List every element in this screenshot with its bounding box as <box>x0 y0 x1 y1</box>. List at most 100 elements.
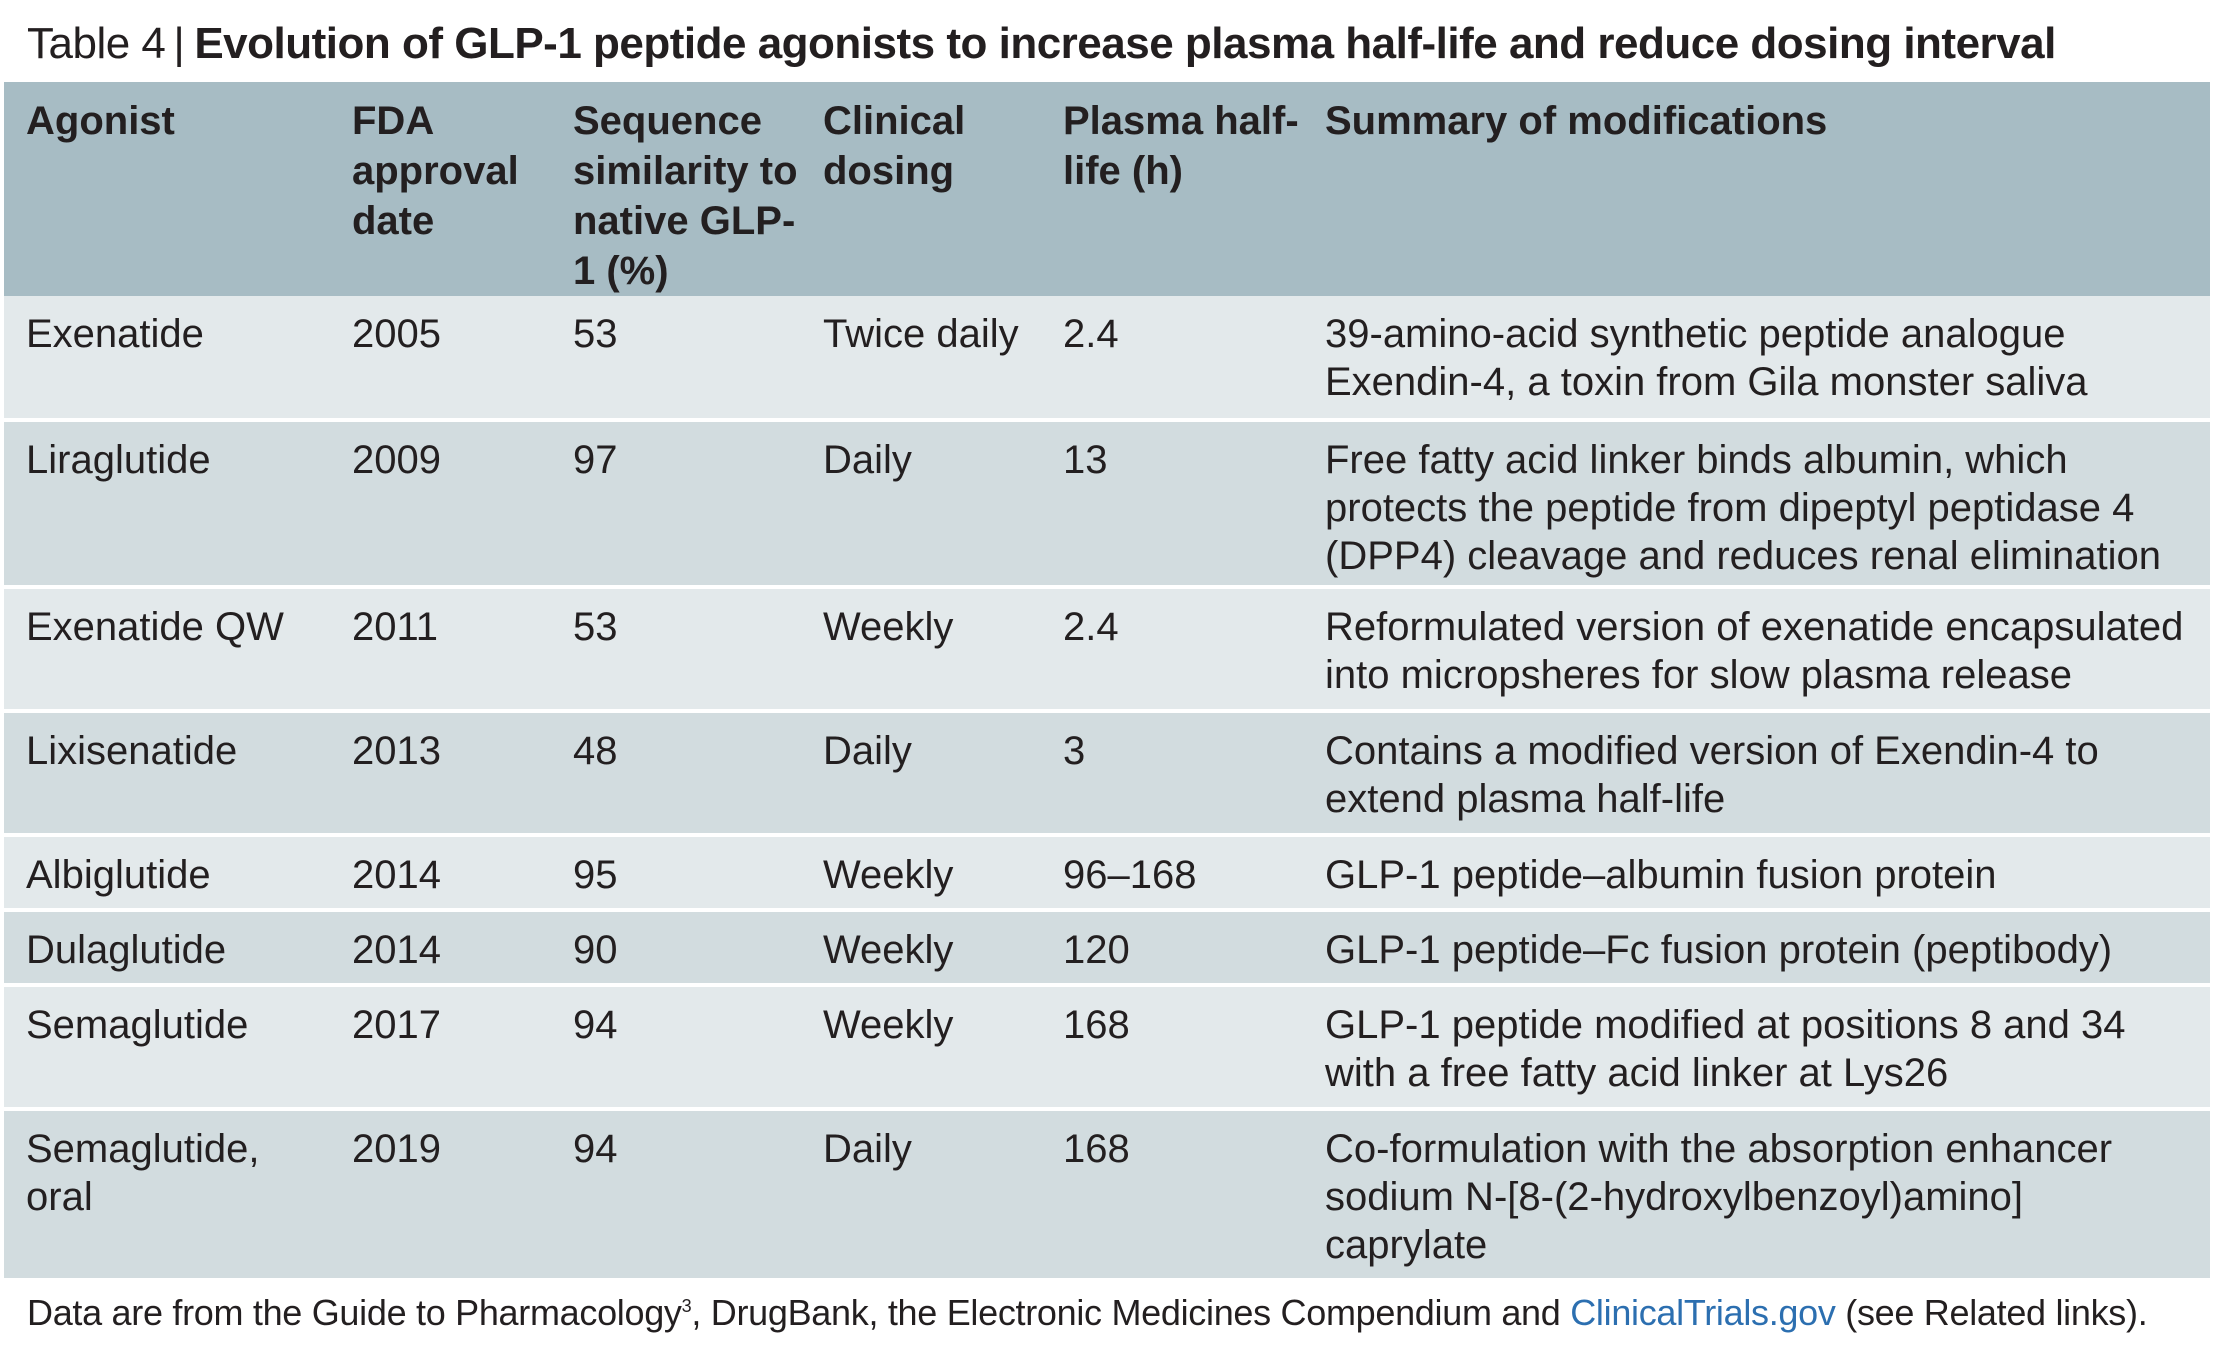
cell-text-agonist: Albiglutide <box>26 851 330 899</box>
table-footnote: Data are from the Guide to Pharmacology3… <box>27 1292 2147 1334</box>
cell-text-clinical-dosing: Daily <box>823 1125 1041 1173</box>
cell-plasma-half-life: 120 <box>1041 910 1303 985</box>
table-row: Lixisenatide 2013 48 Daily 3 Contains a modif… <box>4 711 2210 835</box>
cell-text-agonist: Liraglutide <box>26 436 330 484</box>
cell-approval-date: 2013 <box>330 711 551 835</box>
cell-text-approval-date: 2014 <box>352 926 551 974</box>
cell-approval-date: 2009 <box>330 420 551 587</box>
cell-text-approval-date: 2005 <box>352 310 551 358</box>
cell-text-sequence-similarity: 95 <box>573 851 801 899</box>
cell-plasma-half-life: 168 <box>1041 985 1303 1109</box>
clinicaltrials-link[interactable]: ClinicalTrials.gov <box>1570 1292 1835 1333</box>
cell-approval-date: 2011 <box>330 587 551 711</box>
cell-sequence-similarity: 53 <box>551 587 801 711</box>
footnote-text-middle: , DrugBank, the Electronic Medicines Com… <box>691 1292 1570 1333</box>
column-header-clinical-dosing: Clinical dosing <box>801 82 1041 296</box>
column-header-approval-date: FDA approval date <box>330 82 551 296</box>
glp1-agonists-table: AgonistFDA approval dateSequence similar… <box>4 82 2210 1282</box>
caption-separator: | <box>173 19 184 69</box>
cell-text-agonist: Exenatide QW <box>26 603 330 651</box>
cell-approval-date: 2014 <box>330 910 551 985</box>
cell-plasma-half-life: 96–168 <box>1041 835 1303 910</box>
cell-text-summary-of-modifications: Contains a modified version of Exendin-4… <box>1325 727 2192 823</box>
cell-text-clinical-dosing: Weekly <box>823 603 1041 651</box>
cell-text-summary-of-modifications: Reformulated version of exenatide encaps… <box>1325 603 2192 699</box>
cell-clinical-dosing: Weekly <box>801 835 1041 910</box>
cell-summary-of-modifications: 39-amino-acid synthetic peptide analogue… <box>1303 296 2210 420</box>
footnote-text-before: Data are from the Guide to Pharmacology <box>27 1292 682 1333</box>
cell-sequence-similarity: 48 <box>551 711 801 835</box>
cell-text-agonist: Lixisenatide <box>26 727 330 775</box>
footnote-text-after: (see Related links). <box>1836 1292 2148 1333</box>
cell-text-agonist: Exenatide <box>26 310 330 358</box>
cell-approval-date: 2017 <box>330 985 551 1109</box>
table-row: Exenatide QW2011 53 Weekly 2.4 Reformulated … <box>4 587 2210 711</box>
cell-text-clinical-dosing: Daily <box>823 436 1041 484</box>
cell-text-sequence-similarity: 53 <box>573 603 801 651</box>
footnote-reference[interactable]: 3 <box>682 1296 692 1316</box>
cell-approval-date: 2014 <box>330 835 551 910</box>
cell-sequence-similarity: 97 <box>551 420 801 587</box>
cell-agonist: Semaglutide <box>4 985 330 1109</box>
cell-clinical-dosing: Weekly <box>801 910 1041 985</box>
cell-text-plasma-half-life: 2.4 <box>1063 310 1303 358</box>
header-row: AgonistFDA approval dateSequence similar… <box>4 82 2210 296</box>
cell-text-plasma-half-life: 168 <box>1063 1125 1303 1173</box>
cell-text-approval-date: 2009 <box>352 436 551 484</box>
cell-text-sequence-similarity: 48 <box>573 727 801 775</box>
cell-agonist: Lixisenatide <box>4 711 330 835</box>
table-row: Exenatide200553Twice daily2.439-amino-ac… <box>4 296 2210 420</box>
column-header-agonist: Agonist <box>4 82 330 296</box>
cell-summary-of-modifications: Reformulated version of exenatide encaps… <box>1303 587 2210 711</box>
cell-summary-of-modifications: Co-formulation with the absorption enhan… <box>1303 1109 2210 1280</box>
table-row: Semaglutide, oral2019 94 Daily 168Co-formul… <box>4 1109 2210 1280</box>
cell-plasma-half-life: 3 <box>1041 711 1303 835</box>
table-label: Table 4 <box>27 19 165 69</box>
cell-text-sequence-similarity: 94 <box>573 1125 801 1173</box>
cell-agonist: Liraglutide <box>4 420 330 587</box>
cell-text-plasma-half-life: 13 <box>1063 436 1303 484</box>
cell-text-plasma-half-life: 2.4 <box>1063 603 1303 651</box>
cell-text-summary-of-modifications: GLP-1 peptide–Fc fusion protein (peptibo… <box>1325 926 2192 974</box>
cell-text-summary-of-modifications: Free fatty acid linker binds albumin, wh… <box>1325 436 2192 580</box>
cell-text-summary-of-modifications: GLP-1 peptide modified at positions 8 an… <box>1325 1001 2192 1097</box>
cell-text-approval-date: 2017 <box>352 1001 551 1049</box>
cell-text-plasma-half-life: 168 <box>1063 1001 1303 1049</box>
cell-agonist: Albiglutide <box>4 835 330 910</box>
cell-plasma-half-life: 2.4 <box>1041 587 1303 711</box>
table-row: Dulaglutide201490Weekly120GLP-1 peptide–… <box>4 910 2210 985</box>
cell-text-plasma-half-life: 3 <box>1063 727 1303 775</box>
cell-approval-date: 2019 <box>330 1109 551 1280</box>
cell-summary-of-modifications: Free fatty acid linker binds albumin, wh… <box>1303 420 2210 587</box>
table-row: Liraglutide 200997 Daily 13 Free fatty acid … <box>4 420 2210 587</box>
table-row: Semaglutide 2017 94 Weekly 168 GLP-1 peptide … <box>4 985 2210 1109</box>
cell-text-sequence-similarity: 94 <box>573 1001 801 1049</box>
table-body: Exenatide200553Twice daily2.439-amino-ac… <box>4 296 2210 1280</box>
cell-clinical-dosing: Daily <box>801 711 1041 835</box>
column-header-summary-of-modifications: Summary of modifications <box>1303 82 2210 296</box>
cell-summary-of-modifications: Contains a modified version of Exendin-4… <box>1303 711 2210 835</box>
cell-text-clinical-dosing: Weekly <box>823 926 1041 974</box>
cell-text-clinical-dosing: Twice daily <box>823 310 1041 358</box>
cell-text-clinical-dosing: Weekly <box>823 1001 1041 1049</box>
column-header-plasma-half-life: Plasma half-life (h) <box>1041 82 1303 296</box>
cell-text-clinical-dosing: Daily <box>823 727 1041 775</box>
cell-text-plasma-half-life: 96–168 <box>1063 851 1303 899</box>
cell-text-agonist: Semaglutide, oral <box>26 1125 330 1221</box>
cell-text-sequence-similarity: 90 <box>573 926 801 974</box>
cell-agonist: Exenatide QW <box>4 587 330 711</box>
cell-text-plasma-half-life: 120 <box>1063 926 1303 974</box>
cell-text-summary-of-modifications: GLP-1 peptide–albumin fusion protein <box>1325 851 2192 899</box>
cell-approval-date: 2005 <box>330 296 551 420</box>
table-caption: Table 4 | Evolution of GLP-1 peptide ago… <box>27 14 2056 74</box>
cell-summary-of-modifications: GLP-1 peptide modified at positions 8 an… <box>1303 985 2210 1109</box>
cell-agonist: Semaglutide, oral <box>4 1109 330 1280</box>
cell-text-approval-date: 2013 <box>352 727 551 775</box>
cell-sequence-similarity: 94 <box>551 985 801 1109</box>
cell-sequence-similarity: 94 <box>551 1109 801 1280</box>
cell-text-clinical-dosing: Weekly <box>823 851 1041 899</box>
cell-clinical-dosing: Twice daily <box>801 296 1041 420</box>
cell-plasma-half-life: 2.4 <box>1041 296 1303 420</box>
cell-text-approval-date: 2014 <box>352 851 551 899</box>
cell-clinical-dosing: Weekly <box>801 985 1041 1109</box>
